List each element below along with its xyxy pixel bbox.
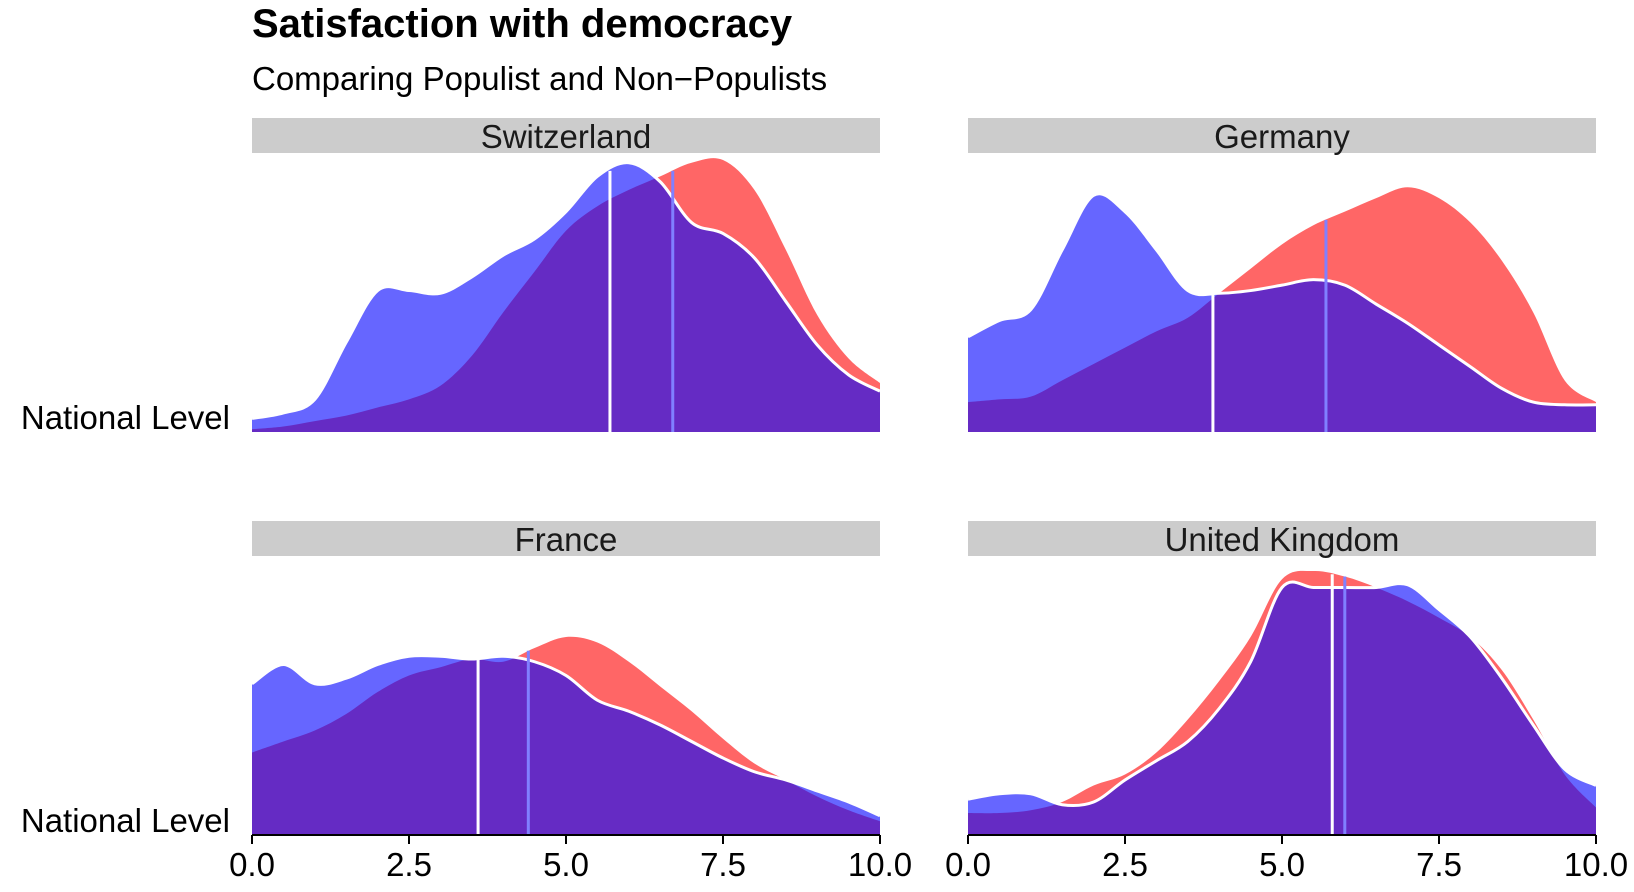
panel-france: France National Level 0.0 2.5 5.0 7.5 10.0	[21, 521, 912, 883]
blue-density-outline	[251, 161, 881, 420]
x-tick-label: 0.0	[229, 846, 275, 883]
row-label: National Level	[21, 399, 230, 436]
x-tick-label: 0.0	[945, 846, 991, 883]
x-axis: 0.0 2.5 5.0 7.5 10.0	[945, 834, 1628, 883]
blue-density-outline	[967, 580, 1597, 808]
panel-strip	[968, 118, 1596, 153]
blue-density-outline	[251, 654, 881, 818]
x-tick-label: 7.5	[1416, 846, 1462, 883]
panel-strip	[252, 521, 880, 556]
chart-title: Satisfaction with democracy	[252, 2, 793, 46]
chart-subtitle: Comparing Populist and Non−Populists	[252, 60, 828, 97]
x-tick-label: 10.0	[848, 846, 912, 883]
x-tick-label: 5.0	[1259, 846, 1305, 883]
panel-strip	[968, 521, 1596, 556]
panel-switzerland: Switzerland National Level	[21, 118, 881, 436]
x-tick-label: 5.0	[543, 846, 589, 883]
panel-united-kingdom: United Kingdom 0.0 2.5 5.0 7.5 10.0	[945, 521, 1628, 883]
blue-density-outline	[967, 192, 1597, 407]
panels: Switzerland National Level Germany France Na…	[21, 118, 1628, 883]
x-tick-label: 10.0	[1564, 846, 1628, 883]
x-tick-label: 2.5	[1102, 846, 1148, 883]
x-axis: 0.0 2.5 5.0 7.5 10.0	[229, 834, 912, 883]
panel-germany: Germany	[967, 118, 1597, 432]
x-tick-label: 7.5	[700, 846, 746, 883]
panel-strip-label: Germany	[1214, 118, 1350, 155]
overlap-density-area	[252, 655, 880, 835]
overlap-density-area	[968, 582, 1596, 835]
panel-strip	[252, 118, 880, 153]
panel-strip-label: Switzerland	[481, 118, 652, 155]
x-tick-label: 2.5	[386, 846, 432, 883]
panel-strip-label: France	[515, 521, 618, 558]
panel-strip-label: United Kingdom	[1165, 521, 1400, 558]
row-label: National Level	[21, 802, 230, 839]
